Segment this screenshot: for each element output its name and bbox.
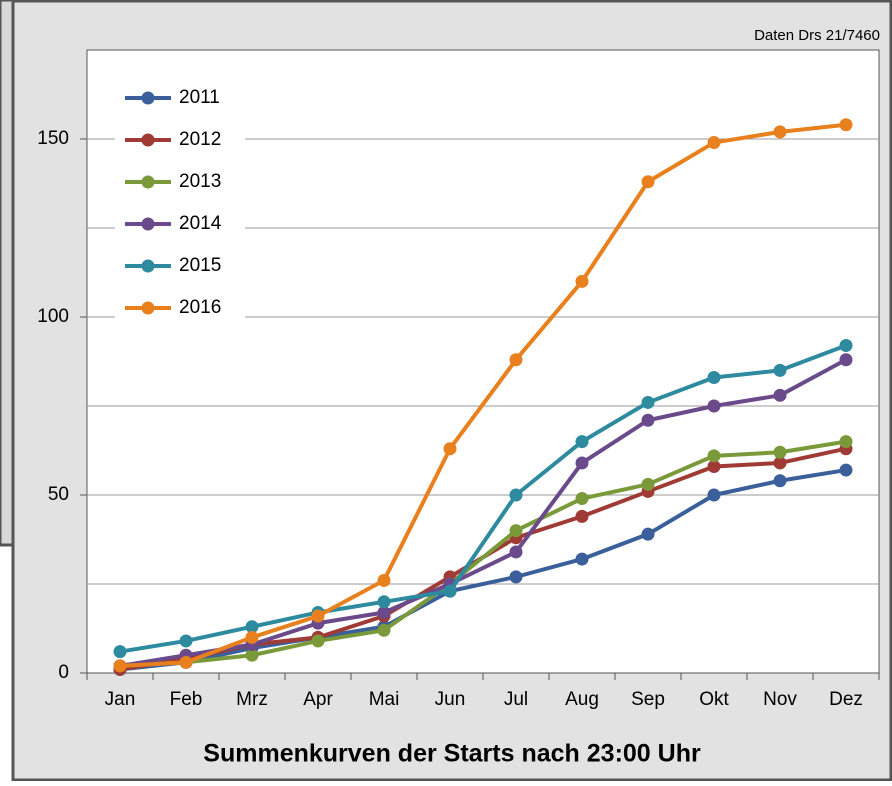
point <box>641 175 655 189</box>
legend-label: 2015 <box>179 255 221 276</box>
point <box>509 545 523 559</box>
point <box>179 634 193 648</box>
x-tick-label: Mai <box>369 689 400 710</box>
chart-title: Summenkurven der Starts nach 23:00 Uhr <box>203 740 701 768</box>
point <box>707 449 721 463</box>
x-tick-label: Jan <box>105 689 136 710</box>
x-tick-label: Sep <box>631 689 665 710</box>
legend-label: 2011 <box>179 87 220 108</box>
x-tick-label: Okt <box>699 689 729 710</box>
point <box>377 605 391 619</box>
point <box>575 456 589 470</box>
point <box>839 435 853 449</box>
point <box>707 371 721 385</box>
legend-swatch <box>141 133 155 147</box>
x-tick-label: Feb <box>170 689 203 710</box>
point <box>509 524 523 538</box>
point <box>575 274 589 288</box>
point <box>707 488 721 502</box>
legend-swatch <box>141 301 155 315</box>
point <box>839 353 853 367</box>
legend-swatch <box>141 175 155 189</box>
legend <box>115 78 245 330</box>
y-tick-label: 100 <box>37 306 69 327</box>
point <box>509 488 523 502</box>
point <box>575 435 589 449</box>
legend-label: 2012 <box>179 129 221 150</box>
point <box>509 353 523 367</box>
y-tick-label: 50 <box>48 484 69 505</box>
series-line <box>119 357 847 668</box>
point <box>509 570 523 584</box>
point <box>839 118 853 132</box>
x-tick-label: Jul <box>504 689 528 710</box>
y-tick-label: 150 <box>37 128 69 149</box>
x-tick-label: Dez <box>829 689 863 710</box>
point <box>377 595 391 609</box>
legend-swatch <box>141 259 155 273</box>
x-tick-label: Jun <box>435 689 466 710</box>
point <box>773 363 787 377</box>
point <box>245 620 259 634</box>
point <box>245 630 259 644</box>
x-tick-label: Nov <box>763 689 797 710</box>
point <box>575 552 589 566</box>
point <box>575 492 589 506</box>
point <box>377 573 391 587</box>
point <box>179 655 193 669</box>
point <box>641 413 655 427</box>
point <box>839 338 853 352</box>
point <box>707 399 721 413</box>
y-tick-label: 0 <box>58 662 69 683</box>
point <box>773 125 787 139</box>
series-line <box>119 468 847 672</box>
point <box>311 634 325 648</box>
point <box>311 609 325 623</box>
x-tick-label: Apr <box>303 689 333 710</box>
series-line <box>119 122 847 668</box>
point <box>707 460 721 474</box>
point <box>113 645 127 659</box>
point <box>113 659 127 673</box>
annotation: Daten Drs 21/7460 <box>754 27 880 44</box>
legend-label: 2014 <box>179 213 222 234</box>
point <box>641 527 655 541</box>
point <box>707 136 721 150</box>
point <box>773 474 787 488</box>
x-tick-label: Mrz <box>236 689 268 710</box>
point <box>839 463 853 477</box>
legend-label: 2016 <box>179 297 221 318</box>
point <box>377 623 391 637</box>
legend-label: 2013 <box>179 171 221 192</box>
point <box>641 477 655 491</box>
series-line <box>119 439 847 668</box>
legend-swatch <box>141 91 155 105</box>
point <box>443 442 457 456</box>
point <box>773 456 787 470</box>
x-tick-label: Aug <box>565 689 599 710</box>
point <box>245 648 259 662</box>
legend-swatch <box>141 217 155 231</box>
point <box>575 509 589 523</box>
point <box>773 388 787 402</box>
point <box>641 395 655 409</box>
point <box>443 584 457 598</box>
series-line <box>119 343 847 654</box>
point <box>773 445 787 459</box>
